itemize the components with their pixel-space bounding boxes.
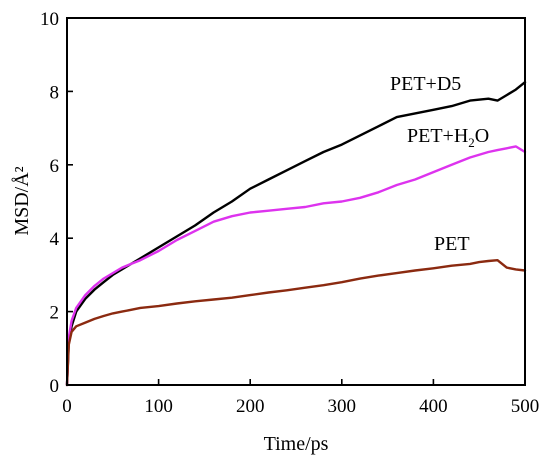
y-ticks: 0 2 4 6 8 10	[40, 9, 73, 397]
x-ticks: 0 100 200 300 400 500	[62, 379, 539, 417]
series-label-pet: PET	[434, 233, 470, 255]
series-line-0	[65, 80, 527, 387]
series-line-2	[65, 259, 527, 387]
x-tick-label-3: 300	[328, 396, 357, 417]
x-tick-label-5: 500	[511, 396, 540, 417]
y-tick-label-4: 8	[50, 82, 60, 103]
series-label-pet-h2o: PET+H2O	[407, 125, 489, 150]
y-tick-label-0: 0	[50, 376, 60, 397]
series-labels: PET+D5 PET+H2O PET	[390, 73, 489, 255]
plot-frame	[66, 17, 526, 386]
x-axis-title: Time/ps	[264, 433, 329, 455]
y-axis-title: MSD/Å²	[11, 166, 33, 235]
x-tick-label-2: 200	[236, 396, 265, 417]
y-tick-label-2: 4	[50, 229, 60, 250]
plot-area	[65, 80, 527, 387]
x-tick-label-0: 0	[62, 396, 72, 417]
series-line-1	[65, 145, 527, 387]
axes	[66, 17, 526, 386]
y-tick-label-1: 2	[50, 303, 60, 324]
y-tick-label-3: 6	[50, 156, 60, 177]
x-tick-label-1: 100	[144, 396, 173, 417]
y-tick-label-5: 10	[40, 9, 59, 30]
x-tick-label-4: 400	[419, 396, 448, 417]
series-label-pet-d5: PET+D5	[390, 73, 461, 95]
